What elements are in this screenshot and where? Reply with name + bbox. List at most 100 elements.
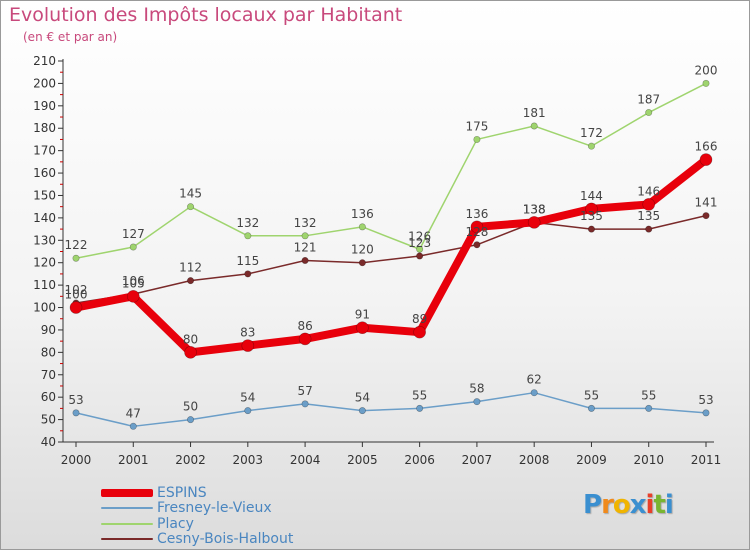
data-label-fresney-le-vieux: 50 — [183, 400, 198, 414]
data-point-espins — [413, 325, 426, 339]
data-point-espins — [298, 332, 312, 346]
data-label-cesny-bois-halbout: 112 — [179, 261, 202, 275]
data-label-espins: 100 — [65, 288, 88, 302]
data-point-fresney-le-vieux — [244, 407, 252, 415]
data-point-placy — [530, 122, 538, 130]
data-label-fresney-le-vieux: 57 — [297, 384, 312, 398]
y-tick-label: 180 — [33, 121, 56, 135]
data-label-espins: 146 — [637, 184, 660, 198]
data-point-fresney-le-vieux — [645, 404, 653, 412]
legend-item-espins: ESPINS — [101, 485, 293, 501]
y-tick-label: 200 — [33, 76, 56, 90]
data-label-espins: 89 — [412, 312, 427, 326]
logo-letter: i — [664, 490, 674, 520]
data-label-fresney-le-vieux: 47 — [126, 406, 141, 420]
data-point-fresney-le-vieux — [358, 407, 366, 415]
logo-letter: P — [583, 490, 602, 520]
data-point-placy — [645, 109, 653, 117]
data-label-placy: 122 — [65, 238, 88, 252]
data-point-cesny-bois-halbout — [645, 225, 653, 233]
data-label-cesny-bois-halbout: 102 — [65, 283, 88, 297]
data-label-cesny-bois-halbout: 128 — [465, 225, 488, 239]
data-point-placy — [244, 232, 252, 240]
data-point-espins — [241, 339, 255, 352]
data-point-espins — [642, 198, 656, 211]
data-point-placy — [587, 142, 595, 150]
data-point-fresney-le-vieux — [187, 416, 195, 424]
data-point-placy — [416, 245, 424, 253]
x-tick-label: 2003 — [233, 453, 264, 467]
legend-label: Cesny-Bois-Halbout — [157, 531, 294, 548]
data-point-espins — [699, 153, 713, 166]
y-tick-label: 70 — [41, 368, 56, 382]
x-tick-label: 2000 — [61, 453, 92, 467]
logo-letter: o — [612, 490, 631, 520]
data-point-espins — [126, 290, 140, 303]
y-tick-label: 110 — [33, 278, 56, 292]
y-tick-label: 160 — [33, 166, 56, 180]
legend-item-placy: Placy — [101, 516, 293, 532]
data-label-cesny-bois-halbout: 135 — [637, 209, 660, 223]
y-tick-label: 100 — [33, 301, 56, 315]
chart-subtitle: (en € et par an) — [23, 30, 118, 44]
legend-label: Placy — [157, 515, 194, 532]
legend-label: ESPINS — [157, 484, 207, 501]
data-point-fresney-le-vieux — [301, 400, 309, 408]
data-label-placy: 136 — [351, 207, 374, 221]
legend-swatch — [101, 538, 153, 541]
data-label-cesny-bois-halbout: 138 — [523, 202, 546, 216]
data-point-fresney-le-vieux — [72, 409, 80, 417]
y-tick-label: 210 — [33, 54, 56, 68]
data-label-placy: 187 — [637, 93, 660, 107]
data-label-placy: 132 — [294, 216, 317, 230]
series-line-espins — [72, 155, 710, 357]
x-tick-label: 2009 — [576, 453, 607, 467]
data-label-fresney-le-vieux: 55 — [641, 388, 656, 402]
legend-item-fresney-le-vieux: Fresney-le-Vieux — [101, 500, 293, 517]
y-tick-label: 140 — [33, 211, 56, 225]
legend-label: Fresney-le-Vieux — [157, 500, 272, 517]
data-point-espins — [356, 321, 369, 335]
y-tick-label: 40 — [41, 435, 56, 449]
y-tick-label: 50 — [41, 413, 56, 427]
y-tick-label: 60 — [41, 390, 56, 404]
data-point-placy — [129, 243, 137, 251]
data-point-cesny-bois-halbout — [416, 252, 424, 260]
data-point-placy — [358, 223, 366, 231]
y-tick-label: 170 — [33, 144, 56, 158]
data-label-cesny-bois-halbout: 123 — [408, 236, 431, 250]
proxiti-logo: Proxiti — [583, 490, 674, 520]
data-label-cesny-bois-halbout: 106 — [122, 274, 145, 288]
data-point-fresney-le-vieux — [530, 389, 538, 397]
y-tick-label: 90 — [41, 323, 56, 337]
data-label-cesny-bois-halbout: 135 — [580, 209, 603, 223]
data-point-espins — [585, 202, 598, 216]
data-label-placy: 126 — [408, 229, 431, 243]
x-tick-label: 2007 — [462, 453, 493, 467]
logo-letter: r — [601, 490, 614, 520]
x-tick-label: 2001 — [118, 453, 149, 467]
logo-letter: x — [629, 490, 647, 520]
data-point-placy — [72, 254, 80, 262]
data-point-placy — [702, 79, 710, 87]
data-label-fresney-le-vieux: 53 — [68, 393, 83, 407]
data-point-cesny-bois-halbout — [187, 277, 195, 285]
data-label-espins: 138 — [523, 202, 546, 216]
series-line-cesny-bois-halbout — [75, 214, 707, 304]
data-label-placy: 175 — [465, 119, 488, 133]
data-label-cesny-bois-halbout: 141 — [695, 196, 718, 210]
data-label-fresney-le-vieux: 58 — [469, 382, 484, 396]
data-label-espins: 144 — [580, 189, 603, 203]
legend-item-cesny-bois-halbout: Cesny-Bois-Halbout — [101, 531, 294, 548]
data-label-fresney-le-vieux: 54 — [240, 391, 255, 405]
x-tick-label: 2002 — [175, 453, 206, 467]
data-label-fresney-le-vieux: 54 — [355, 391, 370, 405]
legend-swatch — [101, 507, 153, 510]
x-tick-label: 2011 — [691, 453, 722, 467]
data-point-fresney-le-vieux — [129, 422, 137, 430]
data-point-fresney-le-vieux — [587, 404, 595, 412]
series-line-fresney-le-vieux — [75, 391, 707, 428]
data-point-fresney-le-vieux — [473, 398, 481, 406]
